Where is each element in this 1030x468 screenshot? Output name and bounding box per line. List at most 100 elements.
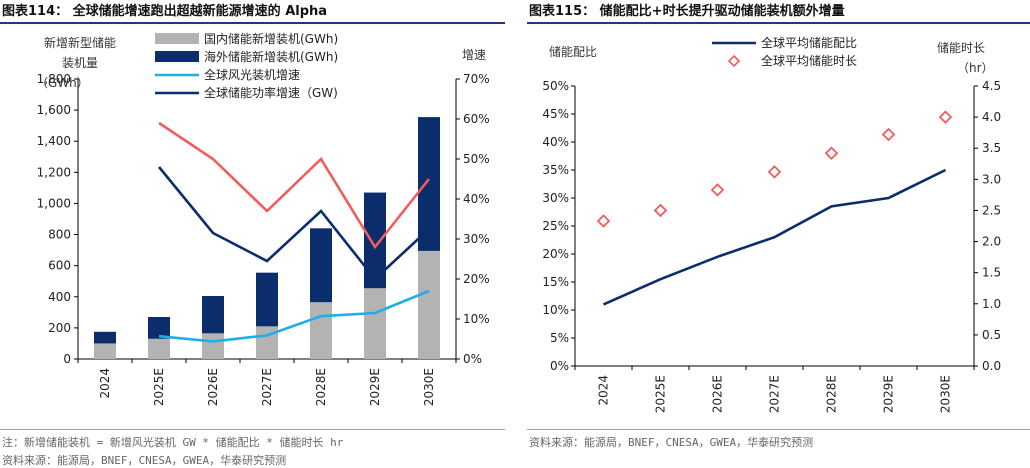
- figure-114-label: 图表114：: [2, 4, 69, 19]
- right-axis-title: 增速: [462, 48, 486, 62]
- legend-label: 全球平均储能配比: [761, 35, 857, 50]
- footer-rule: [527, 429, 1030, 430]
- right-tick-label: 0.0: [982, 359, 1001, 373]
- left-axis-title: 装机量: [62, 56, 98, 70]
- bar-domestic: [364, 288, 386, 359]
- left-tick-label: 20%: [542, 247, 569, 261]
- right-axis-title: 储能时长: [937, 40, 985, 55]
- right-tick-label: 50%: [463, 152, 490, 166]
- chart-115-source: 资料来源：能源局，BNEF，CNESA，GWEA，华泰研究预测: [529, 436, 814, 449]
- bar-overseas: [202, 296, 224, 334]
- bar-domestic: [310, 302, 332, 359]
- left-tick-label: 5%: [550, 331, 569, 345]
- chart-115: 储能配比 储能时长 （hr） 0% 5% 10% 15% 20% 25% 30% 35% 40% 45%…: [542, 35, 1001, 413]
- left-tick-label: 10%: [542, 303, 569, 317]
- x-tick-label: 2029E: [368, 368, 382, 406]
- x-tick-label: 2028E: [314, 368, 328, 406]
- line-storage-ratio: [602, 168, 947, 306]
- marker-storage-duration: [653, 203, 668, 218]
- figure-115-title-text: 储能配比+时长提升驱动储能装机额外增量: [599, 4, 845, 19]
- bar-domestic: [256, 326, 278, 359]
- marker-storage-duration: [824, 146, 839, 160]
- x-tick-label: 2030E: [939, 375, 953, 413]
- bar-domestic: [148, 338, 170, 359]
- bar-overseas: [94, 331, 116, 344]
- right-tick-label: 2.5: [982, 203, 1001, 217]
- figure-115-title: 图表115： 储能配比+时长提升驱动储能装机额外增量: [529, 0, 845, 19]
- legend-label: 海外储能新增装机(GWh): [204, 49, 338, 64]
- right-tick-label: 3.0: [982, 172, 1001, 186]
- left-axis-title: 储能配比: [549, 44, 597, 59]
- right-axis-title: （hr）: [957, 61, 994, 75]
- marker-storage-duration: [596, 214, 611, 228]
- left-tick-label: 400: [48, 290, 71, 304]
- figure-115-panel: 图表115： 储能配比+时长提升驱动储能装机额外增量 储能配比 储能时长 （hr） 0…: [527, 0, 1030, 466]
- figure-114-panel: 图表114： 全球储能增速跑出超越新能源增速的 Alpha 新增新型储能 装机量（…: [0, 0, 505, 467]
- bar-domestic: [418, 250, 440, 359]
- left-tick-label: 50%: [542, 79, 569, 93]
- left-tick-label: 0: [63, 352, 71, 366]
- legend-swatch: [727, 54, 741, 68]
- bar-domestic: [94, 343, 116, 359]
- left-tick-label: 1,200: [37, 165, 71, 179]
- bar-overseas: [256, 272, 278, 327]
- bar-overseas: [148, 317, 170, 339]
- right-tick-label: 60%: [463, 112, 490, 126]
- left-tick-label: 1,800: [37, 72, 71, 86]
- x-tick-label: 2024: [98, 368, 112, 399]
- x-tick-label: 2029E: [882, 375, 896, 413]
- title-rule: [527, 22, 1030, 24]
- legend-label: 全球风光装机增速: [204, 67, 300, 82]
- legend-swatch: [155, 51, 199, 62]
- title-rule: [0, 22, 505, 24]
- chart-114-note: 注：新增储能装机 = 新增风光装机 GW * 储能配比 * 储能时长 hr: [2, 436, 344, 449]
- right-tick-label: 1.0: [982, 297, 1001, 311]
- left-tick-label: 45%: [542, 107, 569, 121]
- left-tick-label: 0%: [550, 359, 569, 373]
- right-tick-label: 0.5: [982, 328, 1001, 342]
- x-tick-label: 2025E: [152, 368, 166, 406]
- marker-storage-duration: [938, 110, 953, 124]
- left-tick-label: 800: [48, 228, 71, 242]
- left-tick-label: 600: [48, 259, 71, 273]
- bar-overseas: [364, 192, 386, 289]
- x-tick-label: 2027E: [260, 368, 274, 406]
- right-tick-label: 3.5: [982, 141, 1001, 155]
- left-tick-label: 35%: [542, 163, 569, 177]
- left-tick-label: 1,600: [37, 103, 71, 117]
- right-tick-label: 4.5: [982, 79, 1001, 93]
- legend-swatch: [155, 33, 199, 44]
- footer-rule: [0, 429, 505, 430]
- figure-115-label: 图表115：: [529, 4, 596, 19]
- marker-storage-duration: [881, 127, 896, 142]
- line-wind-solar-growth: [158, 289, 430, 343]
- left-tick-label: 1,400: [37, 134, 71, 148]
- x-tick-label: 2027E: [768, 375, 782, 413]
- x-tick-label: 2026E: [206, 368, 220, 406]
- left-tick-label: 200: [48, 321, 71, 335]
- chart-114: 新增新型储能装机量（GWh）增速02004006008001,0001,2001…: [36, 31, 490, 406]
- line-storage-power-growth: [157, 166, 430, 281]
- right-tick-label: 20%: [463, 272, 490, 286]
- left-tick-label: 30%: [542, 191, 569, 205]
- figure-114-title: 图表114： 全球储能增速跑出超越新能源增速的 Alpha: [2, 0, 327, 19]
- figure-114-title-text: 全球储能增速跑出超越新能源增速的 Alpha: [72, 4, 328, 19]
- right-tick-label: 4.0: [982, 110, 1001, 124]
- line-red-series: [158, 121, 431, 250]
- right-tick-label: 40%: [463, 192, 490, 206]
- bar-overseas: [418, 117, 440, 251]
- x-tick-label: 2025E: [654, 375, 668, 413]
- legend-label: 全球平均储能时长: [761, 53, 857, 68]
- right-tick-label: 30%: [463, 232, 490, 246]
- chart-114-source: 资料来源：能源局，BNEF，CNESA，GWEA，华泰研究预测: [2, 454, 287, 467]
- left-tick-label: 40%: [542, 135, 569, 149]
- left-tick-label: 25%: [542, 219, 569, 233]
- right-tick-label: 10%: [463, 312, 490, 326]
- left-tick-label: 15%: [542, 275, 569, 289]
- right-tick-label: 2.0: [982, 235, 1001, 249]
- x-tick-label: 2024: [597, 375, 611, 406]
- left-axis-title: 新增新型储能: [44, 35, 116, 50]
- bar-domestic: [202, 333, 224, 359]
- legend-label: 全球储能功率增速（GW): [204, 85, 338, 100]
- x-tick-label: 2026E: [711, 375, 725, 413]
